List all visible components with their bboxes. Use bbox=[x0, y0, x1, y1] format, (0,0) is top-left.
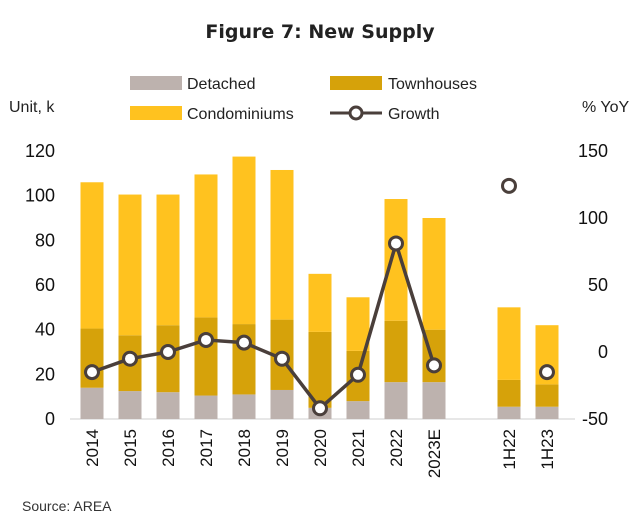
right-axis-tick-0: 0 bbox=[598, 342, 608, 362]
bar-condominiums-2022 bbox=[384, 199, 408, 321]
bar-condominiums-2015 bbox=[118, 194, 142, 336]
x-tick-2014: 2014 bbox=[83, 429, 102, 467]
legend-swatch-condominiums bbox=[130, 106, 182, 120]
bar-townhouses-2020 bbox=[308, 331, 332, 408]
bar-townhouses-1h22 bbox=[497, 379, 521, 407]
left-axis-label: Unit, k bbox=[9, 99, 55, 116]
bar-townhouses-2022 bbox=[384, 320, 408, 383]
left-axis-tick-80: 80 bbox=[35, 230, 55, 250]
growth-point-2015 bbox=[122, 350, 138, 367]
x-tick-2016: 2016 bbox=[159, 429, 178, 467]
bar-detached-1h23 bbox=[535, 406, 559, 419]
growth-point-1h22 bbox=[501, 177, 517, 194]
legend-label-townhouses: Townhouses bbox=[388, 76, 477, 93]
bar-condominiums-2023e bbox=[422, 218, 446, 330]
growth-point-2018 bbox=[236, 334, 252, 351]
legend-swatch-detached bbox=[130, 76, 182, 90]
legend-label-growth: Growth bbox=[388, 106, 440, 123]
bar-detached-2015 bbox=[118, 391, 142, 419]
bar-condominiums-2018 bbox=[232, 156, 256, 325]
x-tick-2018: 2018 bbox=[235, 429, 254, 467]
left-axis-tick-0: 0 bbox=[45, 409, 55, 429]
legend-swatch-growth-marker bbox=[348, 105, 364, 121]
x-tick-1h22: 1H22 bbox=[500, 429, 519, 470]
chart-title: Figure 7: New Supply bbox=[205, 21, 435, 43]
bar-detached-2023e bbox=[422, 382, 446, 419]
bar-townhouses-2017 bbox=[194, 317, 218, 396]
x-tick-2015: 2015 bbox=[121, 429, 140, 467]
bar-detached-2016 bbox=[156, 392, 180, 419]
bar-condominiums-2019 bbox=[270, 169, 294, 320]
legend-label-condominiums: Condominiums bbox=[187, 106, 294, 123]
growth-point-1h23 bbox=[539, 364, 555, 381]
bar-condominiums-2017 bbox=[194, 174, 218, 318]
left-axis-tick-20: 20 bbox=[35, 364, 55, 384]
growth-point-2023e bbox=[426, 357, 442, 374]
bar-detached-2017 bbox=[194, 395, 218, 419]
growth-point-2022 bbox=[388, 235, 404, 252]
bar-condominiums-1h22 bbox=[497, 307, 521, 380]
growth-point-2020 bbox=[312, 400, 328, 417]
x-tick-2019: 2019 bbox=[273, 429, 292, 467]
x-tick-2020: 2020 bbox=[311, 429, 330, 467]
legend-label-detached: Detached bbox=[187, 76, 256, 93]
bar-detached-1h22 bbox=[497, 406, 521, 419]
bar-condominiums-2021 bbox=[346, 297, 370, 351]
left-axis-tick-40: 40 bbox=[35, 320, 55, 340]
bar-detached-2014 bbox=[80, 387, 104, 419]
bar-detached-2022 bbox=[384, 382, 408, 419]
right-axis-tick-150: 150 bbox=[578, 141, 608, 161]
bar-condominiums-2014 bbox=[80, 182, 104, 329]
bar-detached-2019 bbox=[270, 389, 294, 419]
x-tick-2023e: 2023E bbox=[425, 429, 444, 478]
x-tick-2022: 2022 bbox=[387, 429, 406, 467]
plot-area: 0 20 40 60 80 100 120 -50 0 50 100 150 2014 2015 2016 2… bbox=[25, 141, 608, 478]
growth-point-2019 bbox=[274, 350, 290, 367]
growth-point-2017 bbox=[198, 331, 214, 348]
bar-detached-2021 bbox=[346, 401, 370, 419]
right-axis-tick-100: 100 bbox=[578, 208, 608, 228]
growth-line bbox=[91, 241, 436, 411]
bar-condominiums-2016 bbox=[156, 194, 180, 326]
bar-townhouses-1h23 bbox=[535, 384, 559, 407]
growth-point-2016 bbox=[160, 344, 176, 360]
left-axis-tick-100: 100 bbox=[25, 186, 55, 206]
right-axis-tick-50: 50 bbox=[588, 275, 608, 295]
right-axis-label: % YoY bbox=[582, 99, 629, 116]
x-tick-2021: 2021 bbox=[349, 429, 368, 467]
growth-point-2021 bbox=[350, 366, 366, 383]
x-tick-1h23: 1H23 bbox=[538, 429, 557, 470]
legend: Detached Townhouses Condominiums Growth bbox=[130, 76, 477, 123]
bar-detached-2018 bbox=[232, 394, 256, 419]
bar-condominiums-2020 bbox=[308, 273, 332, 332]
source-note: Source: AREA bbox=[22, 498, 112, 514]
left-axis-tick-60: 60 bbox=[35, 275, 55, 295]
right-axis-tick--50: -50 bbox=[582, 409, 608, 429]
growth-point-2014 bbox=[84, 364, 100, 381]
legend-swatch-townhouses bbox=[330, 76, 382, 90]
x-tick-2017: 2017 bbox=[197, 429, 216, 467]
left-axis-tick-120: 120 bbox=[25, 141, 55, 161]
